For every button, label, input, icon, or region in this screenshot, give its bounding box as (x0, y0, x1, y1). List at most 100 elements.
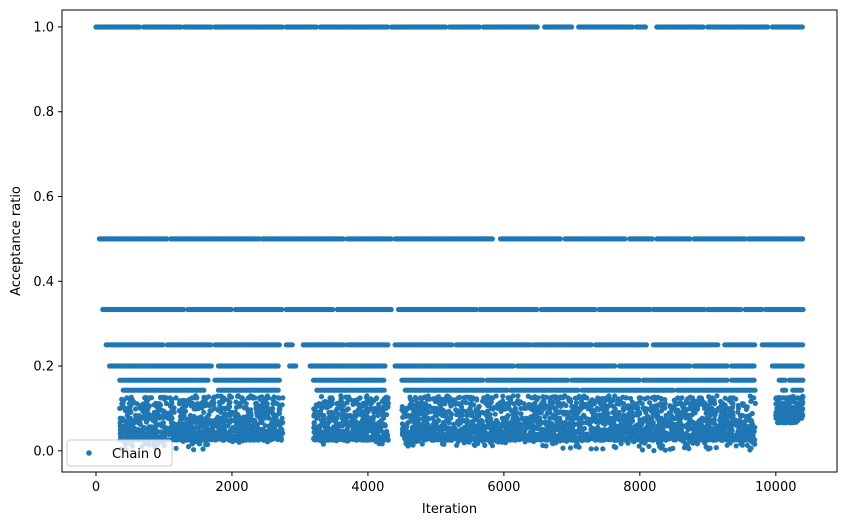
data-point (381, 377, 387, 383)
data-point (612, 363, 618, 369)
data-point (569, 24, 575, 30)
data-point (124, 395, 130, 401)
data-point (119, 429, 125, 435)
data-point (128, 394, 134, 400)
data-point (164, 425, 170, 432)
data-point (258, 405, 264, 411)
data-point (622, 236, 628, 242)
data-point (724, 377, 730, 383)
data-point (123, 430, 130, 436)
data-point (136, 24, 142, 30)
data-point (275, 363, 281, 369)
data-point (320, 416, 326, 422)
data-point (191, 406, 197, 412)
data-point (178, 421, 184, 427)
data-point (353, 419, 359, 425)
data-point (259, 427, 266, 433)
data-point (783, 387, 789, 393)
data-point (378, 435, 384, 441)
data-point (278, 437, 284, 443)
data-point (765, 24, 771, 30)
data-point (489, 236, 495, 242)
data-point (752, 342, 758, 348)
data-point (197, 441, 203, 447)
data-point (280, 420, 286, 426)
data-point (751, 363, 757, 369)
data-point (344, 425, 351, 432)
data-point (557, 236, 563, 242)
data-point (145, 405, 151, 411)
data-point (226, 430, 232, 436)
data-point (229, 411, 235, 417)
data-point (324, 427, 330, 433)
data-point (330, 437, 336, 443)
data-point (166, 412, 172, 418)
data-point (162, 411, 168, 417)
data-point (202, 433, 208, 439)
data-point (214, 433, 220, 439)
data-point (492, 411, 498, 417)
data-point (354, 397, 360, 403)
data-point (380, 412, 386, 419)
data-point (131, 399, 137, 405)
data-point (240, 430, 247, 436)
data-point (347, 413, 353, 419)
data-point (121, 435, 127, 441)
data-point (349, 423, 355, 429)
data-point (222, 406, 228, 412)
data-point (751, 377, 757, 383)
data-point (800, 306, 806, 313)
data-point (254, 409, 260, 415)
data-point (752, 387, 758, 393)
data-point (799, 236, 806, 242)
data-point (257, 396, 263, 402)
data-point (201, 409, 207, 415)
data-point (276, 377, 282, 383)
data-point (275, 387, 281, 393)
data-point (385, 437, 391, 443)
data-point (371, 436, 377, 442)
data-point (338, 393, 344, 399)
data-point (140, 409, 146, 415)
data-point (643, 342, 650, 348)
data-point (687, 236, 693, 242)
data-point (168, 420, 174, 426)
data-point (279, 24, 285, 30)
data-point (238, 395, 244, 401)
data-point (361, 436, 368, 442)
data-point (329, 401, 335, 407)
data-point (187, 436, 193, 442)
data-point (384, 398, 390, 404)
data-point (715, 342, 721, 348)
data-point (208, 24, 214, 30)
data-point (279, 306, 285, 313)
data-point (183, 428, 189, 435)
data-point (276, 342, 282, 348)
data-point (330, 306, 336, 313)
data-point (181, 306, 187, 313)
data-point (272, 400, 278, 406)
data-point (201, 387, 207, 393)
data-point (227, 399, 233, 405)
data-point (799, 387, 805, 393)
data-point (263, 395, 269, 401)
data-point (356, 430, 362, 436)
data-point (223, 435, 229, 441)
data-point (250, 394, 256, 400)
data-point (245, 407, 251, 413)
data-point (133, 406, 139, 412)
data-point (160, 432, 166, 438)
data-point (171, 428, 177, 434)
data-point (344, 399, 350, 406)
data-point (361, 415, 367, 421)
data-point (328, 431, 334, 438)
data-point (738, 306, 744, 313)
data-point (385, 342, 391, 348)
data-point (799, 24, 805, 30)
data-point (799, 363, 805, 369)
data-point (117, 415, 123, 421)
points-layer (93, 24, 806, 454)
data-point (329, 417, 335, 423)
data-point (221, 397, 227, 403)
data-point (343, 394, 349, 400)
